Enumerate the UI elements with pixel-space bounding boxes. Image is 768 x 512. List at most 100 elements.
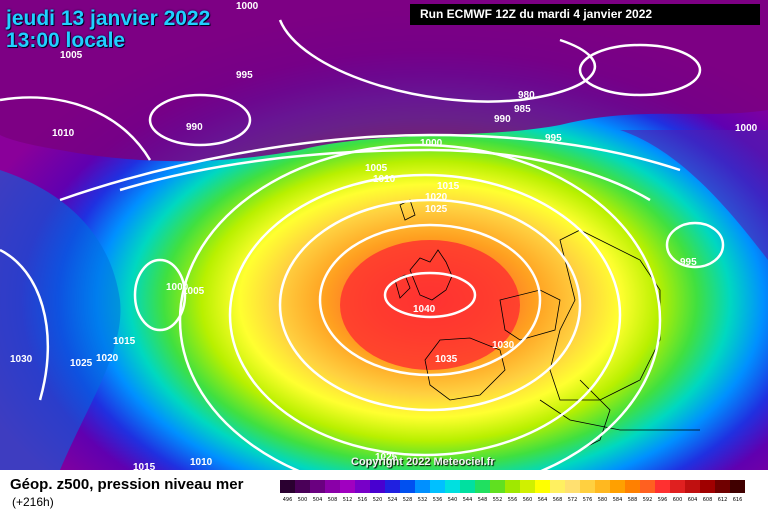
legend-swatch xyxy=(520,480,535,493)
west-blue-tongue xyxy=(0,170,121,470)
isobar-label: 980 xyxy=(518,90,535,101)
legend-swatch xyxy=(370,480,385,493)
legend-value: 592 xyxy=(642,497,653,503)
legend-value: 532 xyxy=(417,497,428,503)
legend-value: 596 xyxy=(657,497,668,503)
legend-swatch xyxy=(715,480,730,493)
isobar-label: 1025 xyxy=(425,204,448,215)
legend-swatch xyxy=(295,480,310,493)
legend-swatch xyxy=(505,480,520,493)
isobar-label: 1030 xyxy=(10,354,33,365)
legend-value: 584 xyxy=(612,497,623,503)
isobar-label: 1005 xyxy=(365,163,388,174)
isobar-label: 1000 xyxy=(166,282,189,293)
forecast-time: 13:00 locale xyxy=(6,29,126,52)
isobar-label: 985 xyxy=(514,104,531,115)
legend-swatch xyxy=(730,480,745,493)
isobar-label: 1030 xyxy=(492,340,515,351)
isobars xyxy=(0,19,725,470)
legend-value: 572 xyxy=(567,497,578,503)
isobar-label: 1010 xyxy=(373,174,396,185)
legend-swatch xyxy=(355,480,370,493)
forecast-lead-time: (+216h) xyxy=(12,495,54,509)
legend-swatch xyxy=(475,480,490,493)
legend-value: 520 xyxy=(372,497,383,503)
isobar-label: 1040 xyxy=(413,304,436,315)
isobar-label: 990 xyxy=(494,114,511,125)
isobar-label: 1010 xyxy=(52,128,75,139)
legend-value: 576 xyxy=(582,497,593,503)
legend-value: 564 xyxy=(537,497,548,503)
isobar-label: 1000 xyxy=(735,123,758,134)
legend-swatch xyxy=(655,480,670,493)
legend-value: 580 xyxy=(597,497,608,503)
legend-value: 500 xyxy=(297,497,308,503)
isobar-label: 1025 xyxy=(375,452,398,463)
isobar-label: 995 xyxy=(680,257,697,268)
isobar-label: 1005 xyxy=(60,50,83,61)
legend-value: 540 xyxy=(447,497,458,503)
legend-value: 588 xyxy=(627,497,638,503)
model-run-banner: Run ECMWF 12Z du mardi 4 janvier 2022 xyxy=(410,4,760,25)
legend-value: 516 xyxy=(357,497,368,503)
copyright-text: Copyright 2022 Meteociel.fr xyxy=(351,456,495,468)
legend-value: 608 xyxy=(702,497,713,503)
forecast-date: jeudi 13 janvier 2022 13:00 locale xyxy=(6,8,210,52)
polar-trough xyxy=(0,0,768,162)
east-cold-trough xyxy=(620,130,768,260)
high-core xyxy=(340,240,520,370)
isobar-label: 1005 xyxy=(182,286,205,297)
legend-swatch xyxy=(340,480,355,493)
color-scale-legend xyxy=(280,480,745,493)
isobar-label: 1020 xyxy=(96,353,119,364)
legend-swatch xyxy=(400,480,415,493)
legend-swatch xyxy=(670,480,685,493)
isobar-label: 1015 xyxy=(437,181,460,192)
forecast-map: 1000 1005 995 990 980 985 990 995 1000 1… xyxy=(0,0,768,470)
isobar-label: 990 xyxy=(186,122,203,133)
isobar-label: 1025 xyxy=(70,358,93,369)
legend-swatch xyxy=(580,480,595,493)
legend-value: 528 xyxy=(402,497,413,503)
isobar-label: 1010 xyxy=(190,457,213,468)
isobar-label: 1015 xyxy=(133,462,156,470)
isobar-label: 1035 xyxy=(435,354,458,365)
legend-value: 552 xyxy=(492,497,503,503)
legend-swatch xyxy=(490,480,505,493)
legend-swatch xyxy=(550,480,565,493)
legend-swatch xyxy=(280,480,295,493)
legend-value: 568 xyxy=(552,497,563,503)
legend-swatch xyxy=(445,480,460,493)
legend-swatch xyxy=(415,480,430,493)
forecast-day: jeudi 13 janvier 2022 xyxy=(6,7,211,30)
legend-swatch xyxy=(700,480,715,493)
legend-swatch xyxy=(595,480,610,493)
legend-value: 508 xyxy=(327,497,338,503)
legend-value: 600 xyxy=(672,497,683,503)
legend-swatch xyxy=(460,480,475,493)
legend-value: 544 xyxy=(462,497,473,503)
isobar-labels: 1000 1005 995 990 980 985 990 995 1000 1… xyxy=(10,1,758,470)
coastlines xyxy=(394,199,700,451)
legend-value: 524 xyxy=(387,497,398,503)
legend-value: 560 xyxy=(522,497,533,503)
isobar-label: 1020 xyxy=(425,192,448,203)
legend-swatch xyxy=(385,480,400,493)
legend-value: 504 xyxy=(312,497,323,503)
legend-swatch xyxy=(430,480,445,493)
legend-swatch xyxy=(625,480,640,493)
legend-swatch xyxy=(325,480,340,493)
isobar-label: 1000 xyxy=(236,1,259,12)
legend-swatch xyxy=(610,480,625,493)
legend-value: 616 xyxy=(732,497,743,503)
legend-value: 496 xyxy=(282,497,293,503)
legend-swatch xyxy=(535,480,550,493)
legend-swatch xyxy=(640,480,655,493)
legend-value: 604 xyxy=(687,497,698,503)
isobar-label: 995 xyxy=(545,133,562,144)
legend-swatch xyxy=(565,480,580,493)
map-title: Géop. z500, pression niveau mer xyxy=(10,476,244,493)
legend-value: 612 xyxy=(717,497,728,503)
legend-swatch xyxy=(685,480,700,493)
